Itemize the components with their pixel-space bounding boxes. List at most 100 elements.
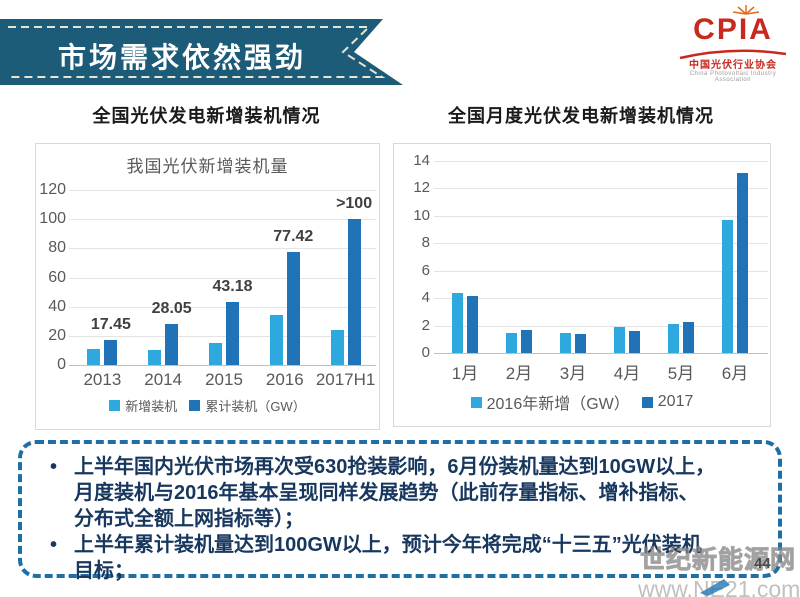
y-axis-tick-label: 80 [48,239,66,257]
legend-swatch-icon [109,400,121,411]
note-bullet: 上半年累计装机量达到100GW以上，预计今年将完成“十三五”光伏装机目标； [48,532,716,584]
left-chart-panel: 0 20 40 60 80 100 120 2013 17.45 2014 28.05 2015 43.… [35,143,380,430]
gridline [69,190,376,191]
watermark: 世纪新能源网 www.NE21.com [638,540,800,597]
x-axis-category-label: 2015 [205,370,243,389]
bar-累计装机（GW）-2013 [104,339,118,365]
bar-2016年新增（GW）-4月 [614,326,625,353]
legend-item: 新增装机 [109,396,177,415]
x-axis-category-label: 2013 [83,370,122,389]
legend-label: 累计装机（GW） [205,399,306,414]
bar-2017-5月 [683,322,694,353]
bar-2017-4月 [629,331,640,353]
legend-item: 累计装机（GW） [189,396,306,415]
legend-swatch-icon [470,396,482,408]
y-axis-tick-label: 100 [39,210,66,228]
y-axis-tick-label: 2 [421,316,430,334]
right-chart-panel: 0 2 4 6 8 10 12 14 1月 2月 3月 4月 5月 6月 2016年新增（GW） 2017 [393,143,771,427]
bar-2016年新增（GW）-5月 [668,324,679,353]
chart-legend: 2016年新增（GW） 2017 [394,390,770,414]
x-axis-category-label: 2014 [144,370,183,389]
bar-2017-3月 [575,333,586,353]
page-title: 市场需求依然强劲 [58,42,307,73]
y-axis-tick-label: 14 [413,152,430,170]
bar-累计装机（GW）-2016 [286,252,300,365]
bar-value-label: 28.05 [151,300,192,318]
bar-新增装机-2015 [209,342,222,365]
y-axis-tick-label: 20 [48,326,66,344]
x-axis-line [434,353,768,354]
note-bullet: 上半年国内光伏市场再次受630抢装影响，6月份装机量达到10GW以上，月度装机与… [48,454,716,532]
x-axis-line [69,365,376,366]
bar-value-label: 77.42 [273,228,314,246]
page-number: 44 [754,555,771,572]
cpia-logo: CPIA 中国光伏行业协会 China Photovoltaic Industr… [674,4,792,84]
y-axis-tick-label: 0 [421,344,430,361]
cpia-english-name: China Photovoltaic Industry Association [689,71,777,84]
right-chart-title: 全国月度光伏发电新增装机情况 [448,106,714,126]
bar-累计装机（GW）-2017H1 [347,219,361,365]
x-axis-category-label: 4月 [613,364,641,383]
y-axis-tick-label: 12 [413,179,430,197]
watermark-site-name: 世纪新能源网 [639,546,796,575]
gridline [69,335,376,337]
bar-累计装机（GW）-2014 [165,324,179,365]
bar-2016年新增（GW）-2月 [506,333,517,353]
bar-新增装机-2016 [269,314,283,365]
gridline [69,277,376,279]
pen-icon [700,579,730,596]
legend-label: 2016年新增（GW） [486,396,630,413]
gridline [434,270,768,272]
bar-value-label: 43.18 [212,278,253,296]
left-chart-title: 全国光伏发电新增装机情况 [92,106,321,126]
gridline [434,325,768,327]
chart-legend: 新增装机 累计装机（GW） [36,396,379,415]
x-axis-category-label: 3月 [559,364,587,383]
gridline [69,248,376,250]
legend-swatch-icon [641,396,653,408]
sunburst-icon [732,5,760,15]
bar-2016年新增（GW）-6月 [722,220,733,353]
bar-2017-2月 [521,329,532,353]
bar-2017-6月 [737,172,748,353]
legend-label: 2017 [657,393,694,410]
gridline [434,188,768,190]
bar-新增装机-2013 [87,348,101,365]
legend-label: 新增装机 [125,399,178,414]
chart-inner-title: 我国光伏新增装机量 [126,157,289,176]
bar-value-label: 17.45 [90,315,131,333]
ribbon-shape [0,19,403,85]
bar-新增装机-2017H1 [330,330,344,365]
bar-2016年新增（GW）-1月 [452,293,463,353]
gridline [69,219,376,221]
y-axis-tick-label: 8 [421,234,430,252]
gridline [434,161,768,163]
notes-list: 上半年国内光伏市场再次受630抢装影响，6月份装机量达到10GW以上，月度装机与… [48,454,716,584]
gridline [69,306,376,308]
y-axis-tick-label: 6 [421,261,430,279]
legend-item: 2016年新增（GW） [470,390,630,414]
x-axis-category-label: 2月 [505,364,533,383]
legend-swatch-icon [189,400,201,411]
bar-新增装机-2014 [148,349,162,365]
cpia-wordmark: CPIA [693,13,773,46]
y-axis-tick-label: 4 [421,289,430,307]
gridline [434,215,768,217]
gridline [434,298,768,300]
cpia-chinese-name: 中国光伏行业协会 [689,59,777,71]
y-axis-tick-label: 40 [48,297,66,315]
y-axis-tick-label: 0 [57,356,66,373]
bar-2017-1月 [467,296,478,353]
x-axis-category-label: 6月 [721,364,749,383]
y-axis-tick-label: 10 [413,206,430,224]
x-axis-category-label: 5月 [667,364,695,383]
y-axis-tick-label: 60 [48,268,66,286]
bar-value-label: >100 [336,195,373,213]
y-axis-tick-label: 120 [39,181,66,198]
bar-2016年新增（GW）-3月 [560,333,571,353]
gridline [434,243,768,245]
x-axis-category-label: 2017H1 [315,370,376,389]
title-banner: 市场需求依然强劲 [0,0,420,92]
legend-item: 2017 [641,393,694,411]
